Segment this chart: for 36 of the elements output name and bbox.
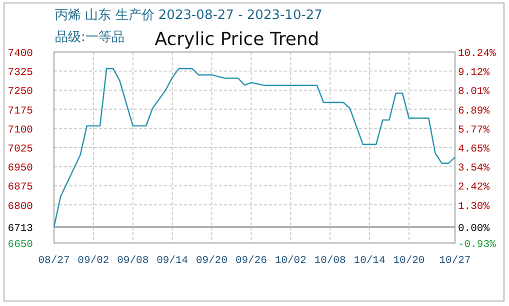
y-tick-label: 7175 [8, 105, 33, 118]
y-tick-label: 7325 [8, 67, 33, 80]
y-tick-label: 6800 [8, 200, 33, 213]
y-tick-label: 7025 [8, 144, 33, 156]
y2-tick-label: 0.00% [458, 223, 490, 236]
y2-tick-label: 3.54% [458, 162, 490, 175]
y-tick-label: 7100 [8, 124, 33, 136]
y2-tick-label: 4.65% [458, 144, 490, 156]
x-tick-label: 10/20 [393, 255, 425, 267]
x-tick-label: 09/20 [196, 255, 228, 267]
x-tick-label: 10/27 [439, 255, 471, 267]
x-tick-label: 10/08 [314, 255, 346, 267]
y2-tick-label: 1.30% [458, 200, 490, 213]
y2-tick-label: -0.93% [458, 239, 497, 251]
y2-tick-label: 5.77% [458, 124, 490, 136]
x-tick-label: 09/02 [78, 255, 110, 267]
y2-tick-label: 6.89% [458, 105, 490, 118]
y-tick-label: 6875 [8, 182, 33, 194]
chart-title: Acrylic Price Trend [154, 29, 320, 50]
y2-tick-label: 2.42% [458, 182, 490, 194]
text: 品级:一等品 [55, 30, 124, 45]
x-tick-label: 10/02 [274, 255, 306, 267]
y2-tick-label: 8.01% [458, 86, 490, 98]
y2-tick-label: 9.12% [458, 67, 490, 80]
y-tick-label: 7400 [8, 48, 33, 60]
x-tick-label: 08/27 [38, 255, 70, 267]
y-tick-label: 6650 [8, 239, 33, 251]
x-tick-label: 09/14 [156, 255, 188, 267]
y-tick-label: 7250 [8, 86, 33, 98]
text: 丙烯 山东 生产价 2023-08-27 - 2023-10-27 [55, 8, 322, 23]
x-tick-label: 10/14 [354, 255, 386, 267]
x-tick-label: 09/26 [235, 255, 267, 267]
y-tick-label: 6713 [8, 222, 33, 235]
x-tick-label: 09/08 [117, 255, 149, 267]
y-tick-label: 6950 [8, 162, 33, 175]
y2-tick-label: 10.24% [458, 48, 497, 60]
